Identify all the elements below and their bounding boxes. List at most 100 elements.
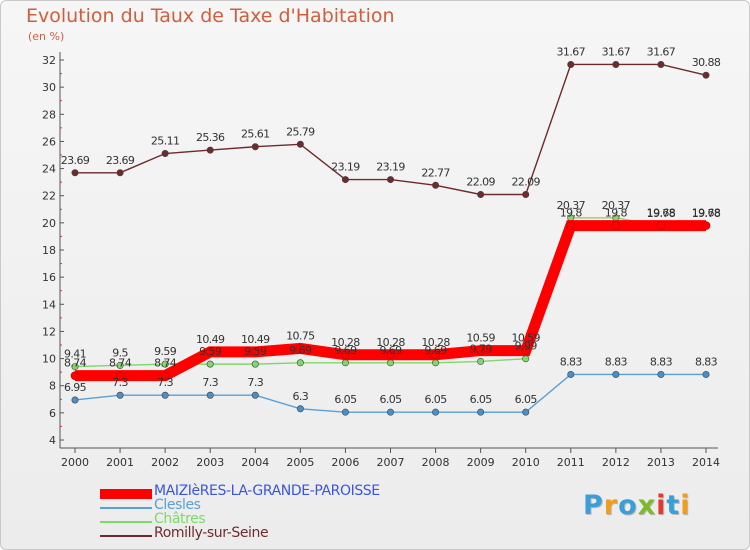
y-tick-label: 30 [42, 81, 56, 94]
logo-letter: i [656, 490, 667, 521]
data-point [522, 355, 530, 363]
data-label: 23.69 [106, 154, 135, 167]
data-label: 7.3 [202, 376, 218, 389]
axes: 4 6 8 10 12 14 16 18 20 22 24 26 28 30 32 2000 2001 2002 2… [42, 52, 720, 469]
data-point [341, 176, 349, 184]
data-point [656, 221, 666, 230]
data-point [386, 359, 394, 367]
data-label: 23.19 [376, 161, 405, 174]
chart-title: Evolution du Taux de Taxe d'Habitation [26, 5, 395, 27]
data-label: 6.05 [334, 393, 357, 406]
data-label: 6.05 [379, 393, 402, 406]
data-label: 6.95 [64, 381, 87, 394]
data-point [341, 408, 349, 416]
y-tick-label: 6 [49, 407, 56, 420]
data-point [657, 60, 665, 68]
data-point [251, 360, 259, 368]
data-label: 10.28 [331, 336, 360, 349]
data-label: 20.37 [557, 199, 586, 212]
x-tick-label: 2003 [196, 456, 224, 469]
data-label: 25.61 [241, 128, 270, 141]
legend-swatch [100, 507, 152, 509]
data-point [566, 221, 576, 230]
data-point [702, 370, 710, 378]
data-label: 20.37 [602, 199, 631, 212]
data-label: 30.88 [692, 56, 721, 69]
data-label: 31.67 [557, 45, 586, 58]
data-label: 31.67 [647, 45, 676, 58]
data-point [386, 350, 395, 360]
data-point [251, 391, 259, 399]
logo-letter: t [666, 490, 681, 521]
x-tick-label: 2012 [602, 456, 630, 469]
data-point [522, 190, 530, 198]
data-point [116, 169, 124, 177]
data-point [386, 176, 394, 184]
data-label: 25.36 [196, 131, 225, 144]
data-point [206, 391, 214, 399]
data-point [341, 359, 349, 367]
data-point [251, 143, 259, 151]
data-point [206, 360, 214, 368]
data-point [432, 408, 440, 416]
data-point [657, 370, 665, 378]
data-label: 10.49 [241, 333, 270, 346]
data-label: 6.05 [515, 393, 538, 406]
x-tick-label: 2001 [106, 456, 134, 469]
y-tick-label: 4 [49, 434, 56, 447]
data-label: 10.28 [376, 336, 405, 349]
data-label: 8.83 [605, 355, 628, 368]
data-point [115, 371, 125, 380]
data-point [161, 391, 169, 399]
data-label: 9.59 [199, 345, 222, 358]
y-tick-label: 12 [42, 325, 56, 338]
data-label: 7.3 [112, 376, 128, 389]
series-clesles [71, 370, 710, 416]
data-point [567, 370, 575, 378]
data-label: 6.3 [293, 390, 309, 403]
data-label: 19.68 [647, 207, 676, 220]
data-label: 9.59 [244, 345, 267, 358]
data-label: 22.09 [511, 175, 540, 188]
data-label: 8.83 [695, 355, 718, 368]
data-point [522, 408, 530, 416]
logo-letter: x [637, 490, 657, 521]
data-point [431, 350, 440, 360]
series-maizi-res-la-grande-paroisse [70, 220, 711, 382]
series-romilly-sur-seine [71, 60, 710, 198]
y-tick-label: 14 [42, 298, 56, 311]
data-point [116, 391, 124, 399]
data-point [701, 221, 711, 230]
proxiti-logo: Proxiti [583, 490, 691, 521]
data-label: 9.59 [154, 345, 177, 358]
data-point [476, 346, 485, 355]
data-point [386, 408, 394, 416]
data-point [432, 359, 440, 367]
data-label: 31.67 [602, 45, 631, 58]
data-point [71, 363, 79, 371]
legend-swatch [100, 521, 152, 523]
data-point [521, 346, 531, 355]
x-tick-label: 2005 [286, 456, 314, 469]
data-label: 8.74 [109, 357, 132, 370]
data-label: 8.74 [154, 357, 177, 370]
logo-letter: r [603, 490, 619, 521]
data-point [612, 60, 620, 68]
data-point [296, 140, 304, 148]
legend-label: Châtres [154, 511, 206, 527]
series-layer [70, 60, 711, 416]
data-point [702, 71, 710, 79]
data-point [250, 347, 260, 357]
data-label: 10.59 [511, 332, 540, 345]
data-label: 10.49 [196, 333, 225, 346]
data-label: 10.28 [421, 336, 450, 349]
x-tick-label: 2004 [241, 456, 269, 469]
data-label: 10.75 [286, 329, 315, 342]
data-label: 19.8 [560, 207, 583, 220]
y-tick-label: 26 [42, 135, 56, 148]
data-label: 9.41 [64, 348, 86, 361]
data-label: 7.3 [247, 376, 263, 389]
data-point [296, 405, 304, 413]
y-tick-label: 28 [42, 108, 56, 121]
